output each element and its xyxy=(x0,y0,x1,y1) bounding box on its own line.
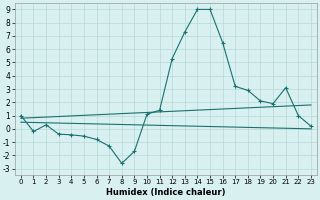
X-axis label: Humidex (Indice chaleur): Humidex (Indice chaleur) xyxy=(106,188,226,197)
